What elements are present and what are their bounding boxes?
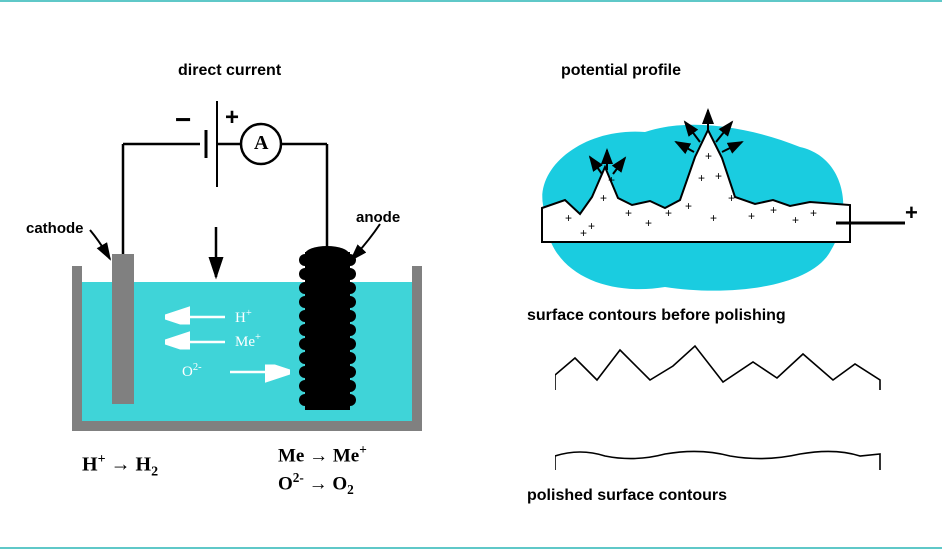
anode-reaction-o2: O2- → O2	[278, 470, 354, 498]
plus-sign: +	[225, 104, 239, 132]
svg-text:+: +	[770, 203, 777, 217]
minus-sign: −	[175, 104, 191, 136]
svg-text:+: +	[705, 149, 712, 163]
ion-me-plus: Me+	[235, 332, 261, 351]
ion-o2-minus: O2-	[182, 362, 202, 381]
after-polishing-label: polished surface contours	[527, 487, 727, 505]
anode-reaction-me: Me → Me+	[278, 442, 367, 467]
svg-text:+: +	[625, 206, 632, 220]
cell-svg	[0, 2, 470, 502]
svg-text:+: +	[685, 199, 692, 213]
potential-profile-label: potential profile	[561, 62, 681, 80]
svg-text:+: +	[715, 169, 722, 183]
svg-text:+: +	[810, 206, 817, 220]
potential-blob-svg: ++ ++ ++ ++ ++ ++ ++ ++ ++	[510, 102, 910, 322]
svg-text:+: +	[748, 209, 755, 223]
ammeter-symbol: A	[254, 132, 268, 155]
contour-before-svg	[555, 340, 885, 395]
svg-text:+: +	[645, 216, 652, 230]
svg-text:+: +	[600, 191, 607, 205]
svg-text:+: +	[565, 211, 572, 225]
svg-text:+: +	[588, 219, 595, 233]
contour-after-svg	[555, 430, 885, 475]
svg-text:+: +	[792, 213, 799, 227]
svg-text:+: +	[698, 171, 705, 185]
svg-text:+: +	[580, 226, 587, 240]
cathode-reaction: H+ → H2	[82, 452, 158, 481]
plus-right: +	[905, 200, 918, 226]
svg-text:+: +	[665, 206, 672, 220]
svg-text:+: +	[710, 211, 717, 225]
svg-text:+: +	[728, 191, 735, 205]
ion-h-plus: H+	[235, 308, 252, 327]
svg-text:+: +	[608, 173, 615, 187]
